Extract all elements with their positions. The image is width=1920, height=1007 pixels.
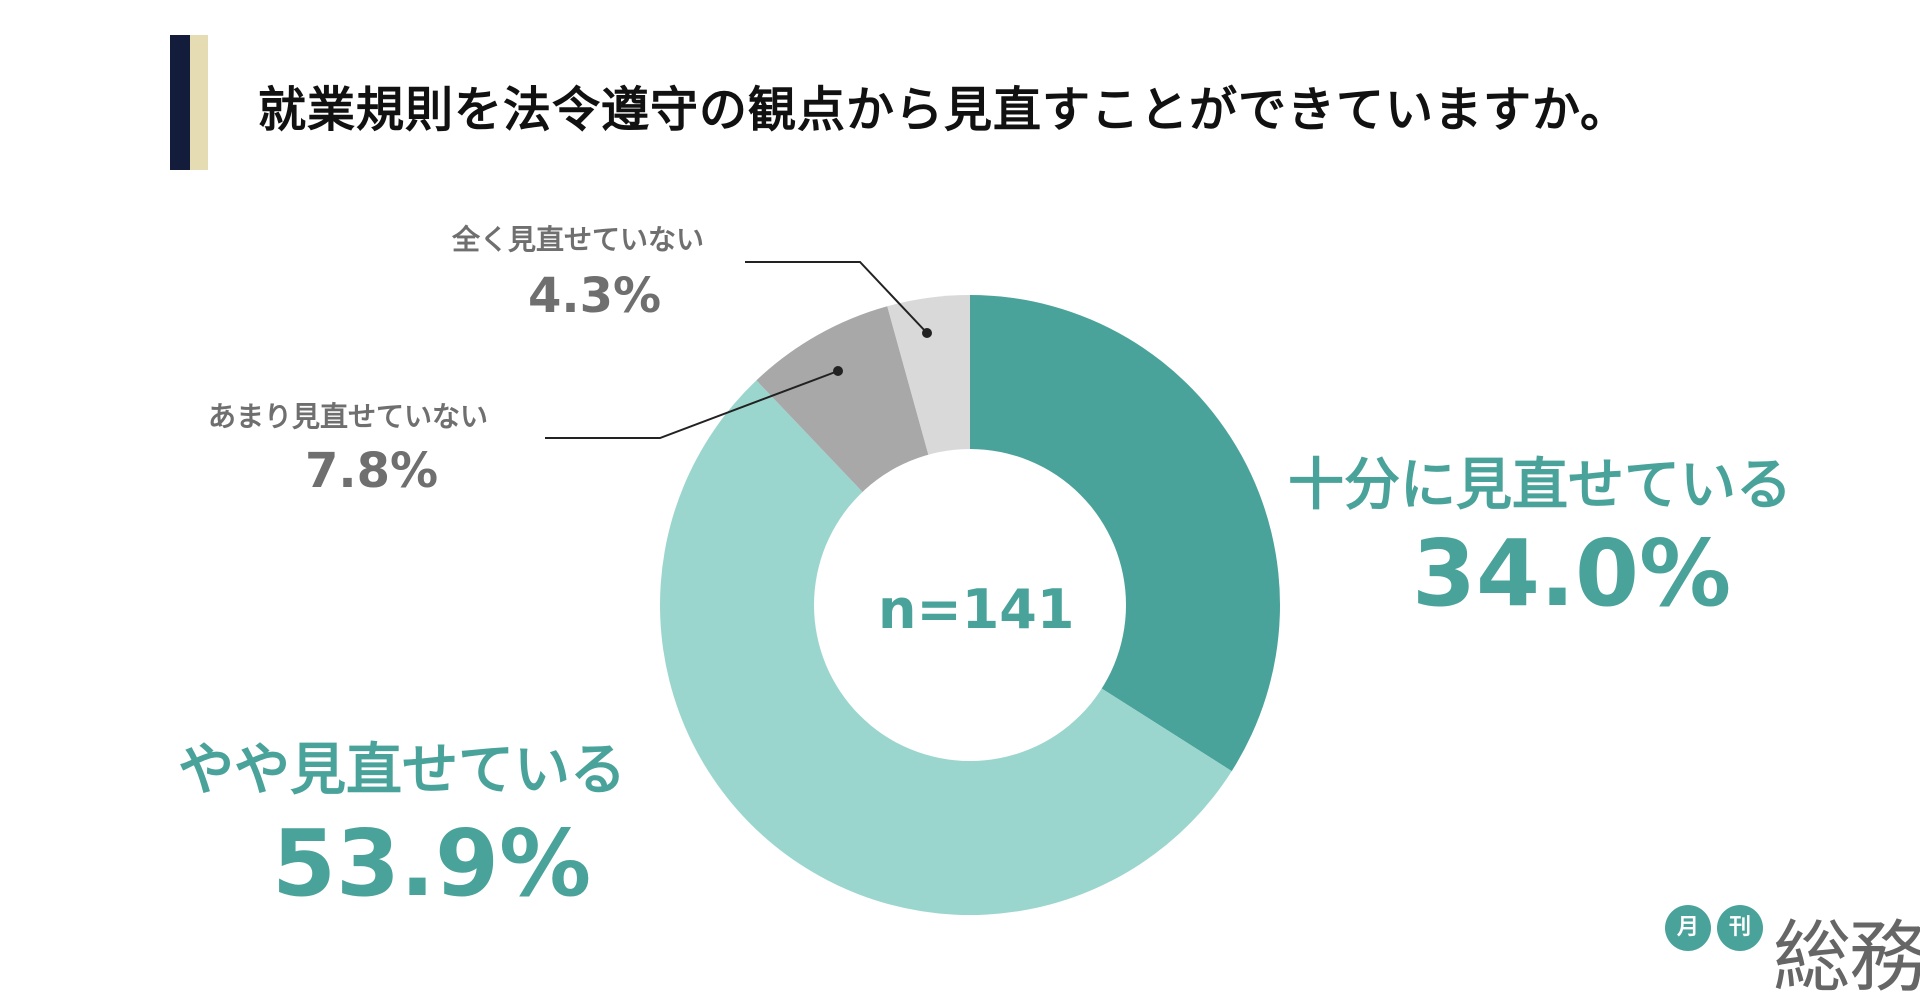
logo-wordmark: 総務 (1773, 913, 1920, 1003)
leader-line-zen-minaoshi-nashi (745, 261, 928, 334)
label-amari-minaoshi-nashi: あまり見直せていない (208, 400, 489, 433)
title-accent-bar-navy (170, 35, 190, 170)
value-amari-minaoshi-nashi: 7.8% (305, 443, 439, 499)
value-yaya-minaoshi: 53.9% (272, 810, 592, 917)
title-accent-bar-beige (190, 35, 208, 170)
leader-dot-amari-minaoshi-nashi (833, 366, 843, 376)
logo-badge-tsuki: 月 (1665, 905, 1711, 951)
logo-badge-kan: 刊 (1717, 905, 1763, 951)
leader-line-amari-minaoshi-nashi (545, 370, 839, 439)
sample-size-label: n=141 (878, 578, 1075, 641)
value-zen-minaoshi-nashi: 4.3% (528, 268, 662, 324)
donut-hole (814, 449, 1126, 761)
label-zen-minaoshi-nashi: 全く見直せていない (452, 223, 705, 256)
value-juubun-minaoshi: 34.0% (1412, 520, 1732, 627)
leader-dot-zen-minaoshi-nashi (922, 328, 932, 338)
label-yaya-minaoshi: やや見直せている (178, 738, 626, 803)
label-juubun-minaoshi: 十分に見直せている (1288, 453, 1792, 518)
chart-title: 就業規則を法令遵守の観点から見直すことができていますか。 (258, 82, 1630, 138)
